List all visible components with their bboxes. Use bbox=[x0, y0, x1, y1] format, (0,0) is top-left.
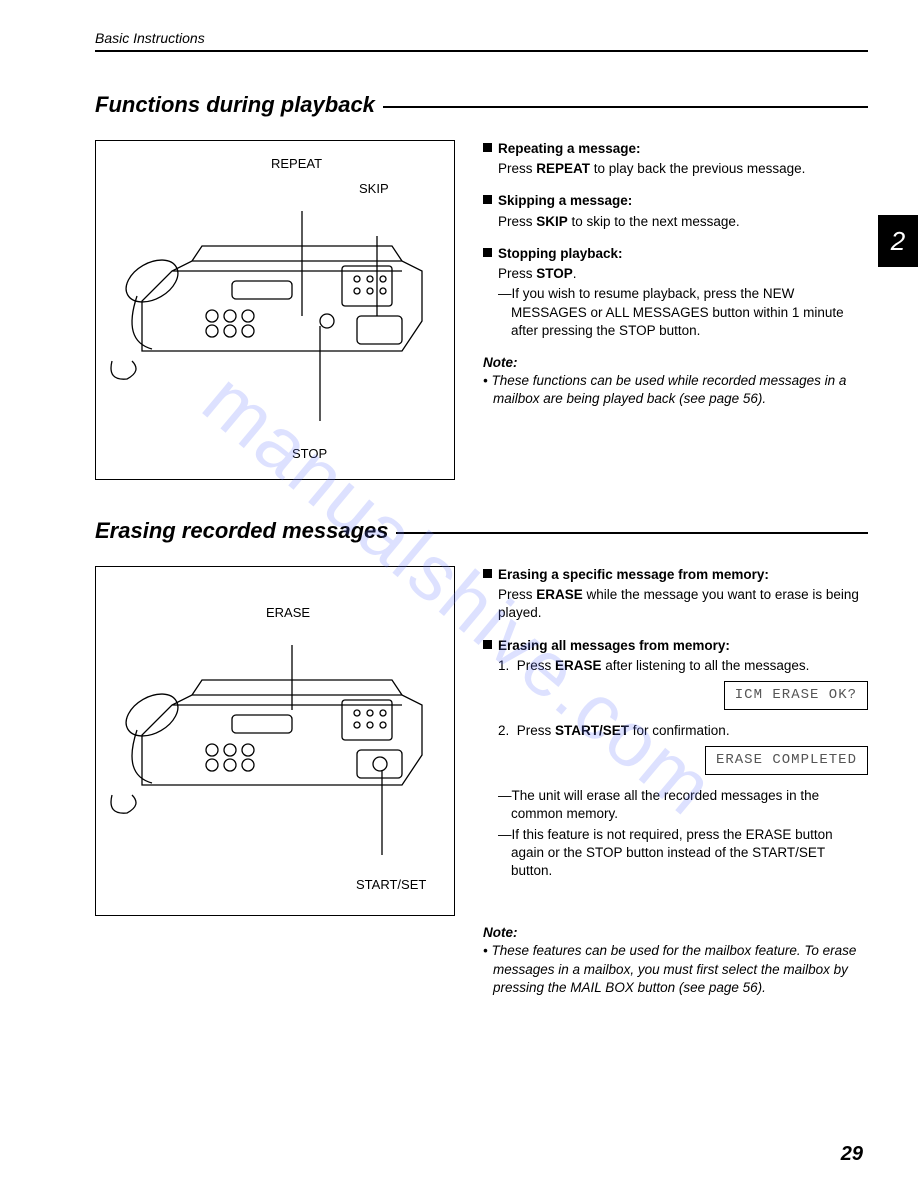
s1-skip-title: Skipping a message: bbox=[498, 192, 632, 210]
page-header: Basic Instructions bbox=[95, 30, 868, 52]
display-icm-erase: ICM ERASE OK? bbox=[724, 681, 868, 710]
section1-text: Repeating a message: Press REPEAT to pla… bbox=[483, 140, 868, 480]
s1-item-skip: Skipping a message: Press SKIP to skip t… bbox=[483, 192, 868, 230]
s1-note-label: Note: bbox=[483, 354, 868, 372]
s1-stop-title: Stopping playback: bbox=[498, 245, 623, 263]
s1-item-repeat: Repeating a message: Press REPEAT to pla… bbox=[483, 140, 868, 178]
s2-sub1: —The unit will erase all the recorded me… bbox=[498, 787, 868, 823]
figure1-box: REPEAT SKIP STOP bbox=[95, 140, 455, 480]
page-number: 29 bbox=[841, 1143, 863, 1166]
section2-text: Erasing a specific message from memory: … bbox=[483, 566, 868, 997]
label-startset: START/SET bbox=[356, 877, 426, 892]
label-repeat: REPEAT bbox=[271, 156, 322, 171]
s2-specific-body: Press ERASE while the message you want t… bbox=[498, 586, 868, 622]
bullet-icon bbox=[483, 569, 492, 578]
figure2-box: ERASE START/SET bbox=[95, 566, 455, 916]
section2-rule bbox=[396, 532, 868, 534]
s1-skip-body: Press SKIP to skip to the next message. bbox=[498, 213, 868, 231]
section2-title: Erasing recorded messages bbox=[95, 518, 868, 544]
s1-note-body: • These functions can be used while reco… bbox=[483, 372, 868, 408]
s2-note-body: • These features can be used for the mai… bbox=[483, 942, 868, 997]
section1-title: Functions during playback bbox=[95, 92, 868, 118]
bullet-icon bbox=[483, 640, 492, 649]
fax-illustration-1 bbox=[102, 211, 442, 421]
label-skip: SKIP bbox=[359, 181, 389, 196]
fax-illustration-2 bbox=[102, 645, 442, 855]
section1-title-text: Functions during playback bbox=[95, 92, 375, 118]
page-tab: 2 bbox=[878, 215, 918, 267]
s2-sub2: —If this feature is not required, press … bbox=[498, 826, 868, 881]
s2-note-label: Note: bbox=[483, 924, 868, 942]
section1-row: REPEAT SKIP STOP bbox=[95, 140, 868, 480]
s2-specific-title: Erasing a specific message from memory: bbox=[498, 566, 769, 584]
s1-stop-body: Press STOP. bbox=[498, 265, 868, 283]
label-stop: STOP bbox=[292, 446, 327, 461]
bullet-icon bbox=[483, 143, 492, 152]
section2-row: ERASE START/SET bbox=[95, 566, 868, 997]
s2-step2: 2. Press START/SET for confirmation. bbox=[498, 722, 868, 740]
s2-item-specific: Erasing a specific message from memory: … bbox=[483, 566, 868, 623]
label-erase: ERASE bbox=[266, 605, 310, 620]
s2-step1: 1. Press ERASE after listening to all th… bbox=[498, 657, 868, 675]
s1-repeat-title: Repeating a message: bbox=[498, 140, 641, 158]
section2-title-text: Erasing recorded messages bbox=[95, 518, 388, 544]
s1-repeat-body: Press REPEAT to play back the previous m… bbox=[498, 160, 868, 178]
section1-rule bbox=[383, 106, 868, 108]
s1-stop-sub: —If you wish to resume playback, press t… bbox=[498, 285, 868, 340]
s1-item-stop: Stopping playback: Press STOP. —If you w… bbox=[483, 245, 868, 340]
s2-all-title: Erasing all messages from memory: bbox=[498, 637, 730, 655]
s2-item-all: Erasing all messages from memory: 1. Pre… bbox=[483, 637, 868, 881]
bullet-icon bbox=[483, 195, 492, 204]
bullet-icon bbox=[483, 248, 492, 257]
display-erase-completed: ERASE COMPLETED bbox=[705, 746, 868, 775]
